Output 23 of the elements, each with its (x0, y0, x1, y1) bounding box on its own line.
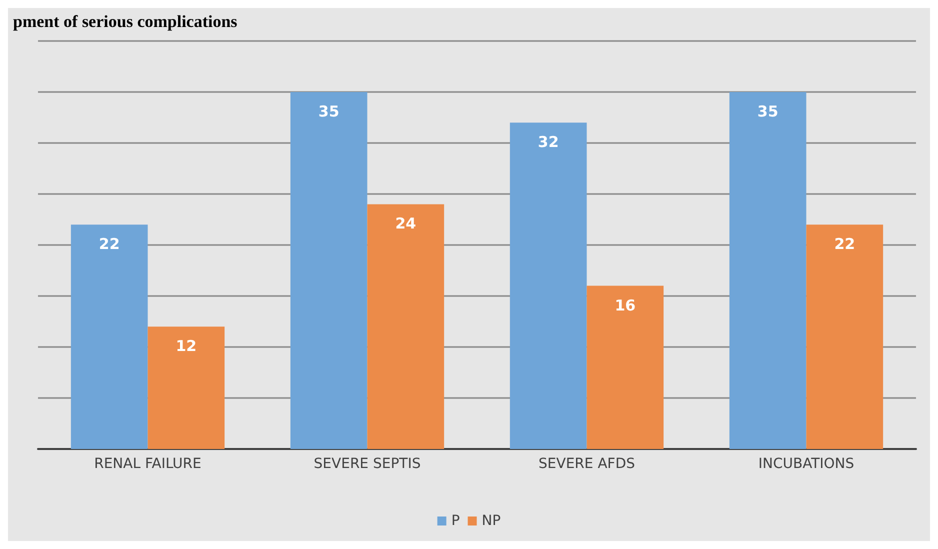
data-label: 22 (98, 235, 120, 254)
x-tick-label: INCUBATIONS (758, 456, 854, 472)
bar (729, 92, 806, 449)
data-label: 32 (538, 133, 559, 152)
x-tick-label: SEVERE AFDS (538, 456, 636, 472)
legend-label: NP (482, 513, 501, 529)
legend-label: P (451, 513, 460, 529)
x-tick-label: SEVERE SEPTIS (314, 456, 421, 472)
bar (510, 122, 587, 449)
chart-title: pment of serious complications (13, 12, 238, 31)
bar (70, 224, 148, 449)
bar (290, 92, 368, 449)
bar (806, 224, 884, 449)
x-tick-label: RENAL FAILURE (94, 456, 202, 472)
data-label: 22 (834, 235, 856, 254)
data-label: 16 (614, 296, 636, 314)
bar (367, 204, 444, 449)
data-label: 12 (176, 337, 197, 356)
data-label: 24 (395, 214, 416, 233)
data-label: 35 (318, 102, 340, 120)
bar (586, 286, 664, 449)
bar (148, 326, 225, 449)
data-label: 35 (757, 102, 778, 120)
